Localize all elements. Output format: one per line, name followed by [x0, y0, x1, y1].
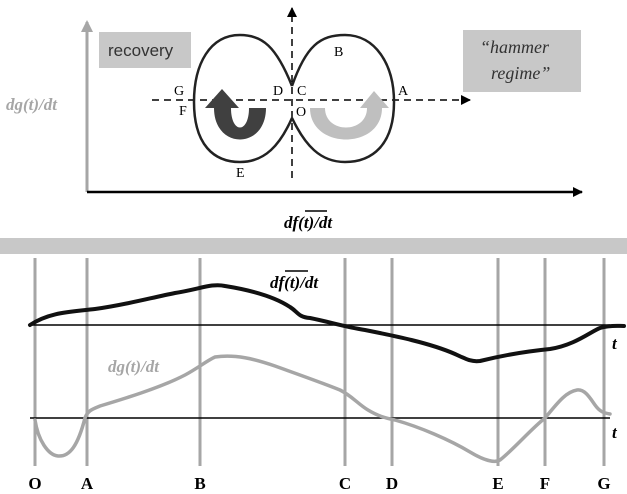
time-marker-lines — [33, 258, 606, 466]
point-label-f: F — [179, 104, 187, 119]
left-loop — [192, 33, 294, 164]
recovery-label: recovery — [108, 41, 174, 60]
point-label-a: A — [398, 84, 409, 99]
time-marker-label-a: A — [81, 474, 94, 493]
time-marker-label-f: F — [540, 474, 550, 493]
point-label-c: C — [297, 84, 306, 99]
right-loop — [290, 33, 396, 164]
recovery-box — [99, 32, 191, 68]
time-marker-label-g: G — [597, 474, 610, 493]
point-label-g: G — [174, 84, 184, 99]
point-label-d: D — [273, 84, 283, 99]
time-marker-label-b: B — [194, 474, 205, 493]
hammer-label-line1: “hammer — [480, 37, 550, 57]
time-marker-label-e: E — [492, 474, 503, 493]
point-label-b: B — [334, 45, 343, 60]
lower-t-label: t — [612, 423, 618, 442]
upper-t-label: t — [612, 334, 618, 353]
y-axis-label: dg(t)/dt — [6, 95, 58, 114]
series-df-dt-label: df(t)/dt — [270, 273, 319, 292]
time-marker-label-o: O — [28, 474, 41, 493]
time-marker-label-d: D — [386, 474, 398, 493]
hammer-regime-box — [463, 30, 581, 92]
dark-recovery-arrow — [205, 89, 266, 140]
series-dg-dt-curve — [33, 354, 612, 464]
point-label-e: E — [236, 166, 245, 181]
x-axis-label: df(t)/dt — [284, 213, 333, 232]
series-dg-dt-label: dg(t)/dt — [108, 357, 160, 376]
time-marker-labels: O A B C D E F G — [28, 474, 610, 493]
series-df-dt-curve — [28, 283, 626, 364]
point-label-o: O — [296, 105, 306, 120]
light-hammer-arrow — [310, 91, 389, 140]
separator-bar — [0, 238, 627, 254]
time-marker-label-c: C — [339, 474, 351, 493]
hammer-label-line2: regime” — [491, 63, 550, 83]
